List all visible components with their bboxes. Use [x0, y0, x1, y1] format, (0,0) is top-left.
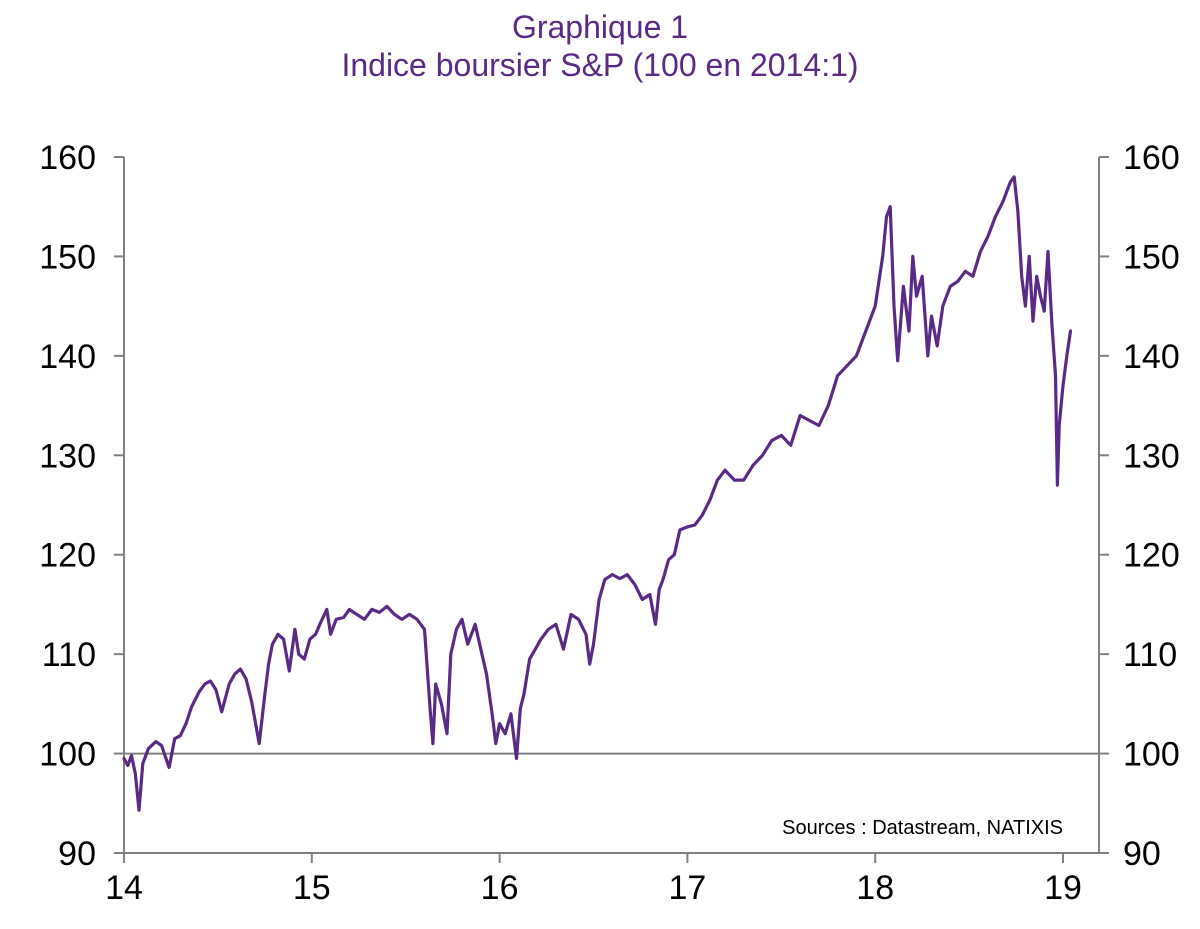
series-line-sp-index — [122, 175, 1073, 812]
y-tick-label-left: 150 — [39, 238, 96, 276]
y-tick-label-right: 150 — [1123, 238, 1180, 276]
y-tick-label-left: 160 — [39, 139, 96, 177]
y-tick-label-right: 130 — [1123, 437, 1180, 475]
x-tick-label: 17 — [668, 869, 706, 907]
series-group — [122, 175, 1073, 812]
chart-subtitle: Indice boursier S&P (100 en 2014:1) — [341, 47, 859, 83]
y-tick-label-right: 160 — [1123, 139, 1180, 177]
axes-group — [123, 157, 1100, 854]
x-tick-label: 18 — [856, 869, 894, 907]
y-tick-label-right: 100 — [1123, 736, 1180, 774]
y-tick-label-left: 140 — [39, 338, 96, 376]
x-tick-label: 15 — [293, 869, 331, 907]
y-tick-label-right: 90 — [1123, 835, 1161, 873]
chart-title: Graphique 1 — [511, 9, 689, 45]
y-tick-label-left: 130 — [39, 437, 96, 475]
x-tick-label: 16 — [481, 869, 519, 907]
y-tick-label-left: 100 — [39, 736, 96, 774]
y-tick-label-right: 140 — [1123, 338, 1180, 376]
source-note: Sources : Datastream, NATIXIS — [782, 817, 1063, 839]
y-tick-label-left: 110 — [42, 636, 96, 674]
y-tick-label-right: 110 — [1123, 636, 1177, 674]
y-tick-label-right: 120 — [1123, 537, 1180, 575]
y-tick-label-left: 90 — [58, 835, 96, 873]
x-tick-label: 19 — [1044, 869, 1082, 907]
y-tick-label-left: 120 — [39, 537, 96, 575]
chart-title-block: Graphique 1 Indice boursier S&P (100 en … — [0, 8, 1200, 84]
ticks-group: 90 90 100 100 110 110 120 120 130 130 140 140 150 150… — [39, 139, 1179, 907]
x-tick-label: 14 — [105, 869, 143, 907]
